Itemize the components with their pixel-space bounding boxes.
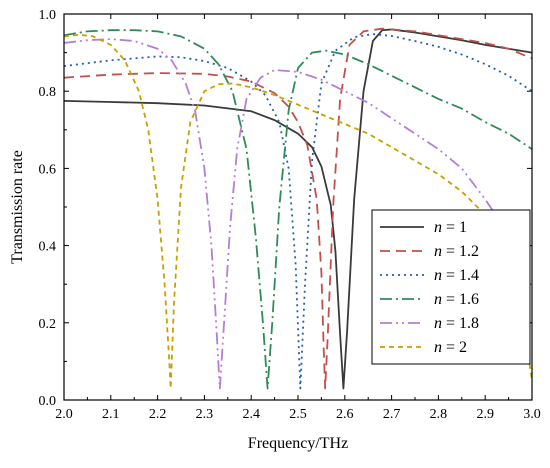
x-axis-label: Frequency/THz [248, 435, 348, 452]
series-line-1 [63, 28, 533, 390]
legend-variable: n [434, 243, 442, 260]
series-line-3 [63, 33, 533, 390]
x-tick-label: 2.7 [383, 407, 401, 422]
x-tick-label: 2.9 [476, 407, 494, 422]
y-tick-label: 0.0 [39, 394, 57, 409]
legend-label-4: n = 1.6 [434, 291, 479, 308]
legend-box [371, 209, 531, 365]
x-tick-label: 2.6 [336, 407, 354, 422]
y-tick-label: 0.4 [39, 240, 57, 255]
y-tick-label: 1.0 [39, 8, 57, 23]
x-tick-label: 2.8 [430, 407, 448, 422]
legend-value: = 1.8 [442, 315, 479, 332]
legend-variable: n [434, 291, 442, 308]
series-line-2 [63, 27, 533, 390]
y-axis-label: Transmission rate [9, 150, 26, 264]
legend-value: = 1.6 [442, 291, 479, 308]
axis-tick-labels: 2.0 2.1 2.2 2.3 2.4 2.5 2.6 2.7 2.8 2.9 3.0 0.0 0.2 0… [39, 8, 541, 422]
legend-variable: n [434, 219, 442, 236]
legend-value: = 1.4 [442, 267, 479, 284]
x-tick-label: 2.1 [102, 407, 120, 422]
series-line-4 [63, 29, 533, 390]
x-tick-label: 2.3 [196, 407, 214, 422]
legend-label-5: n = 1.8 [434, 315, 479, 332]
x-tick-label: 2.2 [149, 407, 167, 422]
x-tick-label: 2.5 [289, 407, 307, 422]
legend: n = 1n = 1.2n = 1.4n = 1.6n = 1.8n = 2 [371, 209, 531, 365]
series-line-6 [63, 33, 533, 390]
legend-label-1: n = 1 [434, 219, 467, 236]
legend-label-6: n = 2 [434, 339, 467, 356]
legend-variable: n [434, 315, 442, 332]
x-tick-label: 3.0 [523, 407, 541, 422]
y-tick-label: 0.2 [39, 317, 57, 332]
legend-value: = 2 [442, 339, 467, 356]
y-tick-label: 0.8 [39, 85, 57, 100]
y-tick-label: 0.6 [39, 162, 57, 177]
series-line-5 [63, 38, 533, 390]
x-tick-label: 2.0 [55, 407, 73, 422]
legend-label-2: n = 1.2 [434, 243, 479, 260]
plot-frame [63, 13, 533, 401]
legend-variable: n [434, 339, 442, 356]
x-tick-label: 2.4 [242, 407, 260, 422]
series-layer [63, 27, 533, 390]
legend-label-3: n = 1.4 [434, 267, 479, 284]
legend-value: = 1 [442, 219, 467, 236]
legend-value: = 1.2 [442, 243, 479, 260]
legend-variable: n [434, 267, 442, 284]
